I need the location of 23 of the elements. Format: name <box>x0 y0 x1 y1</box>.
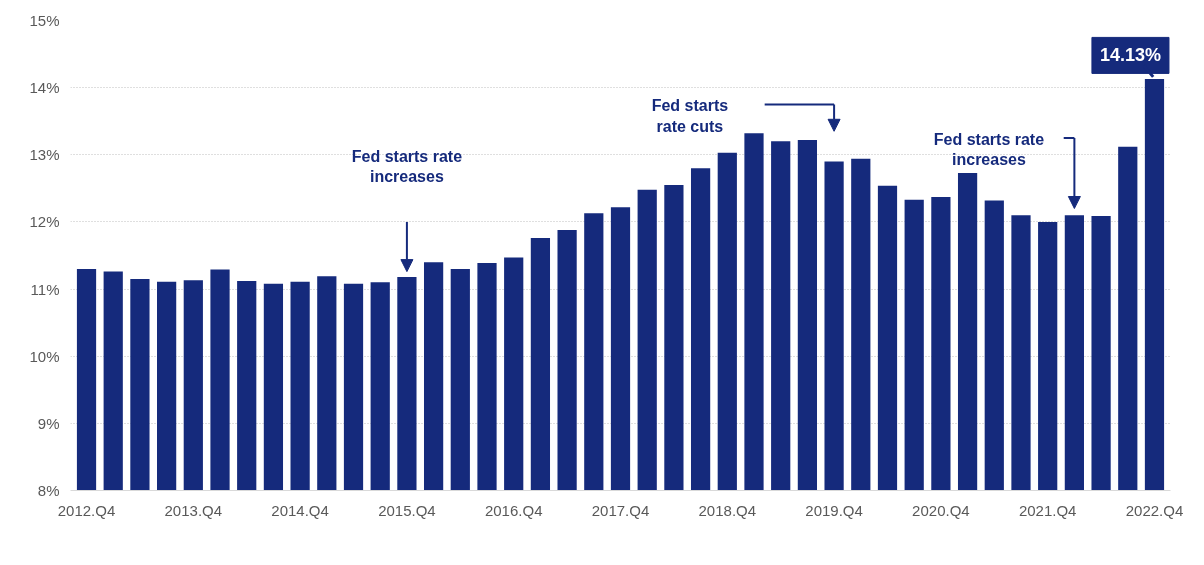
x-tick-label: 2012.Q4 <box>57 501 116 519</box>
x-tick-label: 2018.Q4 <box>698 501 757 519</box>
x-tick-label: 2021.Q4 <box>1018 501 1077 519</box>
annotation: Fed starts rate cuts <box>651 97 729 135</box>
x-tick-label: 2017.Q4 <box>591 501 650 519</box>
y-tick-label: 9% <box>37 414 60 432</box>
data-label: 14.13% <box>1099 45 1161 66</box>
y-tick-label: 12% <box>29 213 60 231</box>
y-tick-label: 11% <box>30 280 60 298</box>
y-tick-label: 10% <box>29 347 60 365</box>
x-tick-label: 2013.Q4 <box>164 501 223 519</box>
y-tick-label: 15% <box>29 12 60 29</box>
annotation: Fed starts rate increases <box>351 147 463 185</box>
x-tick-label: 2022.Q4 <box>1125 501 1184 519</box>
y-tick-label: 14% <box>29 79 60 97</box>
x-tick-label: 2019.Q4 <box>805 501 863 519</box>
annotation: Fed starts rate increases <box>933 130 1045 169</box>
x-tick-label: 2015.Q4 <box>378 501 436 519</box>
y-tick-label: 8% <box>37 482 60 499</box>
x-tick-label: 2016.Q4 <box>484 501 543 519</box>
y-tick-label: 13% <box>29 146 60 164</box>
x-tick-label: 2014.Q4 <box>271 501 329 519</box>
x-tick-label: 2020.Q4 <box>912 501 970 519</box>
